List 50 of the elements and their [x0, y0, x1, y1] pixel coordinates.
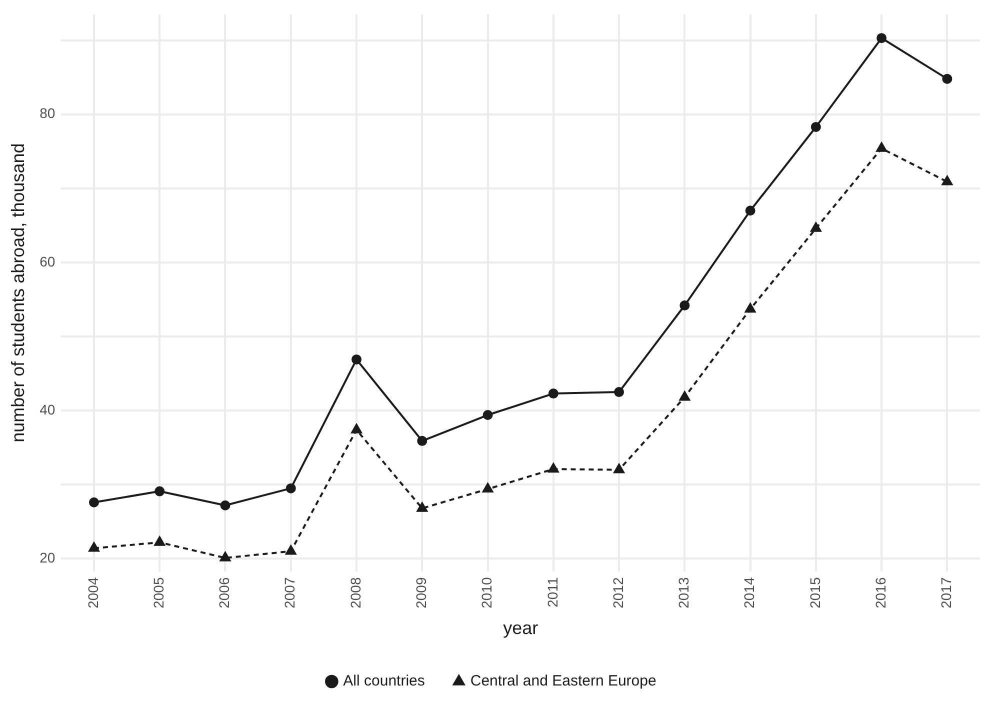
- x-tick-label: 2010: [478, 577, 495, 608]
- y-tick-label: 60: [40, 253, 56, 270]
- point: [876, 142, 887, 152]
- x-tick-label: 2013: [676, 577, 692, 608]
- y-axis-title: number of students abroad, thousand: [8, 143, 28, 442]
- legend-label: Central and Eastern Europe: [470, 672, 656, 690]
- point: [88, 497, 99, 508]
- x-tick-label: 2009: [413, 577, 429, 608]
- x-tick-label: 2011: [544, 577, 560, 608]
- x-tick-label: 2017: [938, 577, 954, 608]
- y-tick-label: 40: [40, 401, 56, 418]
- point: [942, 74, 952, 84]
- point: [614, 464, 624, 474]
- x-tick-label: 2005: [150, 577, 166, 608]
- point: [88, 542, 100, 552]
- point: [810, 222, 822, 232]
- point: [154, 486, 165, 496]
- point: [876, 33, 887, 44]
- point: [352, 354, 362, 364]
- x-tick-label: 2007: [282, 577, 298, 608]
- point: [548, 388, 558, 399]
- point: [614, 387, 624, 398]
- x-axis-title: year: [503, 618, 538, 638]
- x-tick-label: 2014: [741, 577, 758, 608]
- point: [679, 391, 690, 401]
- x-tick-label: 2015: [806, 577, 823, 608]
- y-tick-label: 20: [40, 550, 56, 566]
- point: [154, 536, 165, 546]
- point: [220, 500, 230, 510]
- point: [942, 176, 953, 186]
- point: [744, 303, 756, 313]
- point: [286, 545, 296, 555]
- x-tick-label: 2016: [872, 577, 888, 608]
- legend-label: All countries: [343, 672, 425, 690]
- x-tick-label: 2008: [347, 577, 364, 608]
- point: [417, 436, 428, 446]
- point: [482, 483, 494, 493]
- point: [220, 552, 231, 562]
- point: [482, 410, 493, 420]
- x-tick-label: 2006: [216, 577, 232, 608]
- point: [745, 206, 756, 216]
- point: [286, 483, 296, 494]
- point: [351, 424, 362, 434]
- point: [548, 463, 559, 473]
- point: [416, 502, 428, 512]
- point: [680, 300, 690, 310]
- x-tick-label: 2004: [84, 577, 101, 608]
- x-tick-label: 2012: [610, 577, 626, 608]
- y-tick-label: 80: [40, 105, 56, 122]
- point: [810, 122, 821, 132]
